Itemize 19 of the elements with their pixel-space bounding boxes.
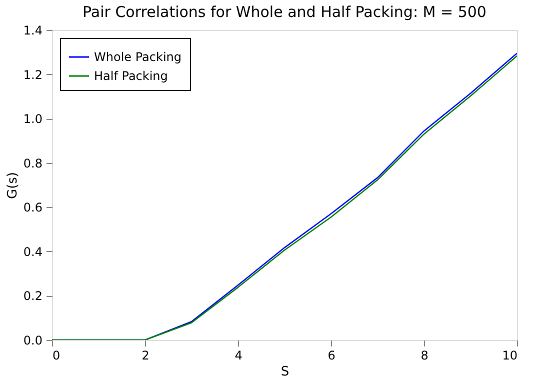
y-tick-label: 0.6 (23, 200, 42, 215)
x-tick-label: 10 (502, 348, 518, 362)
y-tick-label: 1.4 (23, 24, 42, 38)
x-axis-title: S (280, 364, 290, 380)
legend-label: Half Packing (94, 69, 168, 83)
y-tick-label: 0.4 (23, 244, 42, 259)
x-tick-label: 6 (328, 348, 336, 362)
x-tick-label: 4 (234, 348, 242, 362)
chart-title: Pair Correlations for Whole and Half Packing: M = 500 (82, 3, 486, 21)
legend-label: Whole Packing (94, 50, 182, 64)
y-tick-label: 0.0 (23, 334, 42, 348)
y-tick-label: 1.2 (23, 68, 42, 82)
x-tick-label: 0 (52, 348, 60, 362)
y-axis-title: G(s) (5, 172, 20, 199)
y-tick-label: 0.8 (23, 156, 42, 170)
x-tick-label: 2 (142, 348, 150, 362)
y-tick-label: 1.0 (23, 112, 42, 126)
y-tick-label: 0.2 (23, 289, 42, 304)
x-tick-label: 8 (420, 348, 428, 362)
